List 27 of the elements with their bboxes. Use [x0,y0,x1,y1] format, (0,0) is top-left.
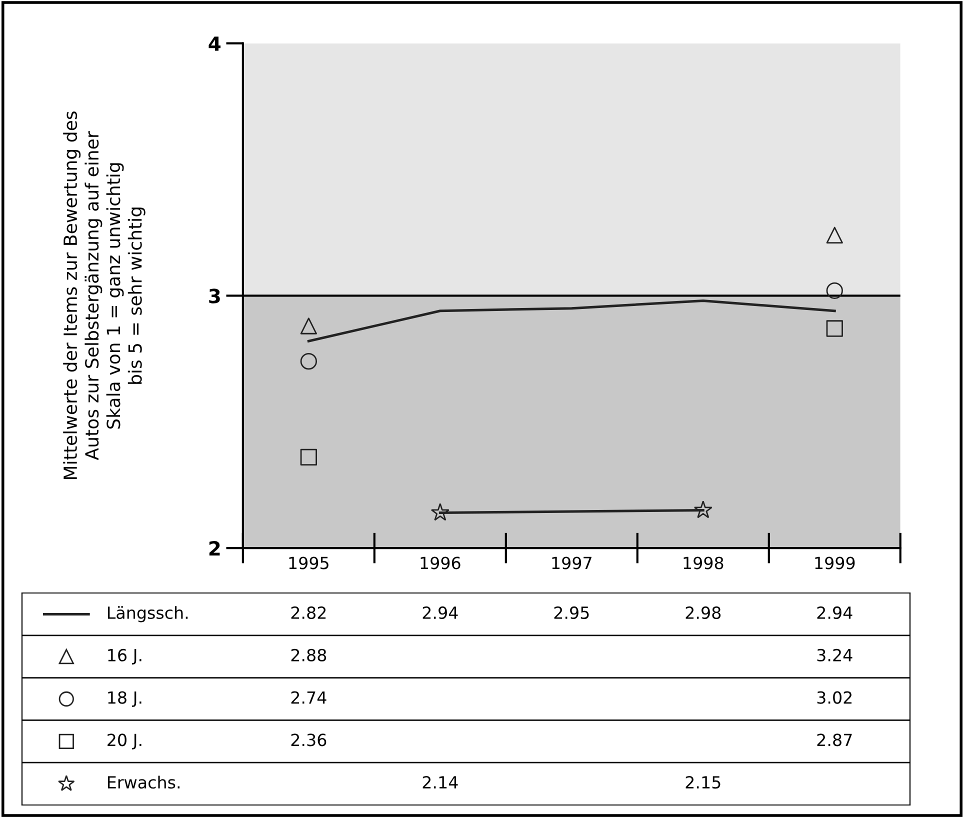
data-label: 2.95 [554,606,589,620]
data-label: 2.82 [291,606,326,620]
data-label: 2.14 [422,776,458,788]
x-tick-label: 1998 [684,556,724,570]
legend-label: 16 J. [108,648,142,665]
data-label: 3.24 [817,648,852,662]
data-label: 2.74 [291,691,326,704]
legend-label: 18 J. [108,691,142,707]
x-tick-label: 1997 [552,556,592,570]
x-tick-label: 1995 [289,556,328,570]
data-label: 2.88 [291,648,326,662]
y-tick-label: 3 [209,288,220,304]
y-tick-label: 4 [208,36,221,51]
data-label: 2.87 [817,734,852,746]
x-tick-label: 1996 [420,556,460,570]
x-tick-label: 1999 [815,556,855,570]
y-tick-label: 2 [209,541,220,556]
legend-label: Erwachs. [108,776,180,789]
data-label: 3.02 [817,691,852,704]
data-label: 2.94 [817,606,852,620]
y-axis-title: Mittelwerte der Items zur Bewertung des Autos zur Selbstergänzung auf einer Skala von 1 = ganz unwichtig bis 5 = sehr wichtig [63,112,146,479]
data-label: 2.15 [686,776,720,789]
data-label: 2.36 [291,734,326,746]
legend-label: Längssch. [108,606,188,622]
legend-label: 20 J. [108,734,142,750]
data-label: 2.98 [686,606,721,620]
data-label: 2.94 [422,606,458,620]
